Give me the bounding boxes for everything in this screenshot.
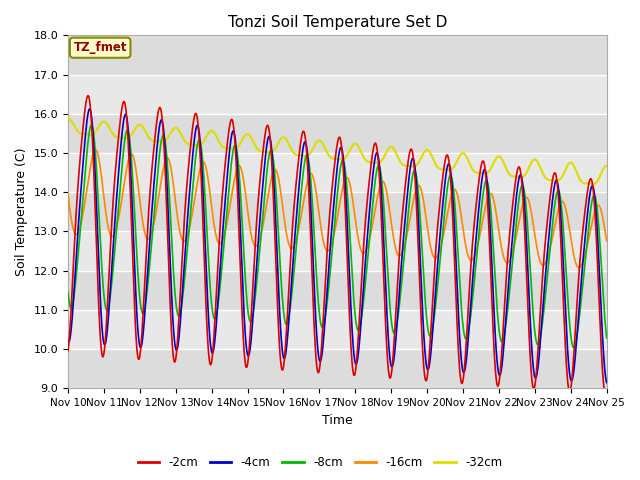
Bar	[68, 349, 607, 388]
Legend: -2cm, -4cm, -8cm, -16cm, -32cm: -2cm, -4cm, -8cm, -16cm, -32cm	[133, 452, 507, 474]
Bar	[68, 74, 607, 114]
Y-axis label: Soil Temperature (C): Soil Temperature (C)	[15, 147, 28, 276]
Bar	[68, 231, 607, 271]
Bar	[68, 36, 607, 74]
Bar	[68, 271, 607, 310]
Bar	[68, 310, 607, 349]
Text: TZ_fmet: TZ_fmet	[74, 41, 127, 54]
X-axis label: Time: Time	[322, 414, 353, 427]
Bar	[68, 114, 607, 153]
Bar	[68, 153, 607, 192]
Title: Tonzi Soil Temperature Set D: Tonzi Soil Temperature Set D	[228, 15, 447, 30]
Bar	[68, 192, 607, 231]
